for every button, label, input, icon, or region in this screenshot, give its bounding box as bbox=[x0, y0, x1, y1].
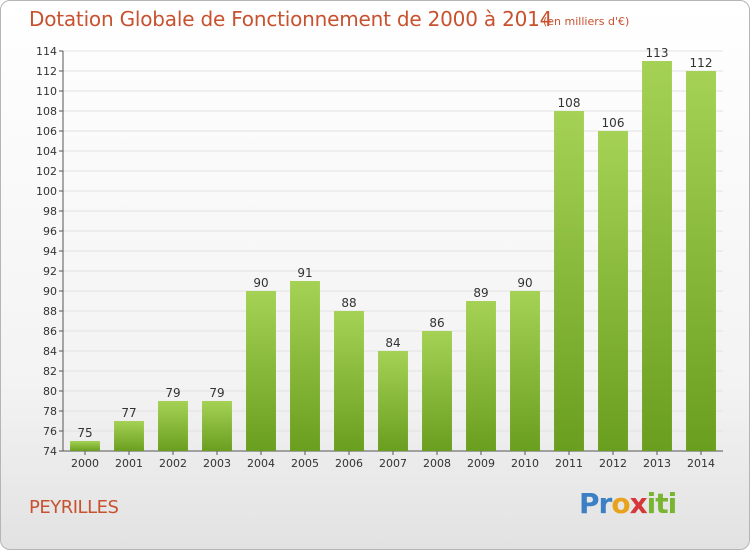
y-tick-label: 112 bbox=[36, 65, 57, 78]
commune-name: PEYRILLES bbox=[29, 497, 119, 518]
bar-2005 bbox=[290, 281, 320, 451]
x-tick-label-2004: 2004 bbox=[247, 457, 275, 470]
logo-letter: i bbox=[646, 487, 657, 520]
bar-2000 bbox=[70, 441, 100, 451]
bar-2007 bbox=[378, 351, 408, 451]
logo-letter: t bbox=[655, 487, 668, 520]
y-tick-label: 94 bbox=[43, 245, 57, 258]
logo-letter: P bbox=[579, 487, 600, 520]
data-label-2009: 89 bbox=[473, 286, 488, 300]
logo-letter: i bbox=[667, 487, 678, 520]
bar-2013 bbox=[642, 61, 672, 451]
y-tick-label: 80 bbox=[43, 385, 57, 398]
x-tick-label-2006: 2006 bbox=[335, 457, 363, 470]
bar-2001 bbox=[114, 421, 144, 451]
bar-2008 bbox=[422, 331, 452, 451]
data-label-2012: 106 bbox=[602, 116, 625, 130]
x-tick-label-2005: 2005 bbox=[291, 457, 319, 470]
y-tick-label: 90 bbox=[43, 285, 57, 298]
bar-2012 bbox=[598, 131, 628, 451]
bars bbox=[70, 61, 716, 451]
data-label-2010: 90 bbox=[517, 276, 532, 290]
bar-2003 bbox=[202, 401, 232, 451]
x-tick-label-2002: 2002 bbox=[159, 457, 187, 470]
x-tick-label-2011: 2011 bbox=[555, 457, 583, 470]
bar-2010 bbox=[510, 291, 540, 451]
chart-title: Dotation Globale de Fonctionnement de 20… bbox=[29, 7, 553, 31]
y-tick-label: 96 bbox=[43, 225, 57, 238]
bar-2004 bbox=[246, 291, 276, 451]
y-tick-label: 104 bbox=[36, 145, 57, 158]
x-tick-label-2010: 2010 bbox=[511, 457, 539, 470]
bar-2002 bbox=[158, 401, 188, 451]
proxiti-logo[interactable]: Proxiti bbox=[579, 487, 678, 520]
y-tick-label: 86 bbox=[43, 325, 57, 338]
data-label-2006: 88 bbox=[341, 296, 356, 310]
data-label-2013: 113 bbox=[646, 46, 669, 60]
logo-letter: o bbox=[611, 487, 630, 520]
bar-2014 bbox=[686, 71, 716, 451]
y-tick-label: 114 bbox=[36, 45, 57, 58]
x-tick-label-2008: 2008 bbox=[423, 457, 451, 470]
data-label-2011: 108 bbox=[558, 96, 581, 110]
x-tick-label-2012: 2012 bbox=[599, 457, 627, 470]
y-tick-label: 84 bbox=[43, 345, 57, 358]
y-tick-label: 98 bbox=[43, 205, 57, 218]
x-tick-label-2007: 2007 bbox=[379, 457, 407, 470]
y-tick-label: 102 bbox=[36, 165, 57, 178]
y-tick-label: 74 bbox=[43, 445, 57, 458]
bar-2009 bbox=[466, 301, 496, 451]
x-tick-label-2014: 2014 bbox=[687, 457, 715, 470]
logo-letter: r bbox=[598, 487, 613, 520]
data-label-2008: 86 bbox=[429, 316, 444, 330]
logo-letter: x bbox=[629, 487, 648, 520]
chart-unit-note: (en milliers d'€) bbox=[543, 15, 630, 28]
labels: 74 76 78 80 82 84 86 88 90 92 94 96 98 100 102 104 106 10… bbox=[36, 45, 715, 470]
data-label-2005: 91 bbox=[297, 266, 312, 280]
y-tick-label: 76 bbox=[43, 425, 57, 438]
data-label-2003: 79 bbox=[209, 386, 224, 400]
data-label-2007: 84 bbox=[385, 336, 400, 350]
y-tick-label: 108 bbox=[36, 105, 57, 118]
x-tick-label-2000: 2000 bbox=[71, 457, 99, 470]
y-tick-label: 100 bbox=[36, 185, 57, 198]
y-tick-label: 78 bbox=[43, 405, 57, 418]
x-tick-label-2009: 2009 bbox=[467, 457, 495, 470]
y-tick-label: 106 bbox=[36, 125, 57, 138]
data-label-2001: 77 bbox=[121, 406, 136, 420]
data-label-2004: 90 bbox=[253, 276, 268, 290]
data-label-2014: 112 bbox=[690, 56, 713, 70]
x-tick-label-2003: 2003 bbox=[203, 457, 231, 470]
data-label-2000: 75 bbox=[77, 426, 92, 440]
y-tick-label: 82 bbox=[43, 365, 57, 378]
y-tick-label: 92 bbox=[43, 265, 57, 278]
bar-2011 bbox=[554, 111, 584, 451]
y-tick-label: 110 bbox=[36, 85, 57, 98]
x-tick-label-2013: 2013 bbox=[643, 457, 671, 470]
y-tick-label: 88 bbox=[43, 305, 57, 318]
data-label-2002: 79 bbox=[165, 386, 180, 400]
x-tick-label-2001: 2001 bbox=[115, 457, 143, 470]
bar-2006 bbox=[334, 311, 364, 451]
